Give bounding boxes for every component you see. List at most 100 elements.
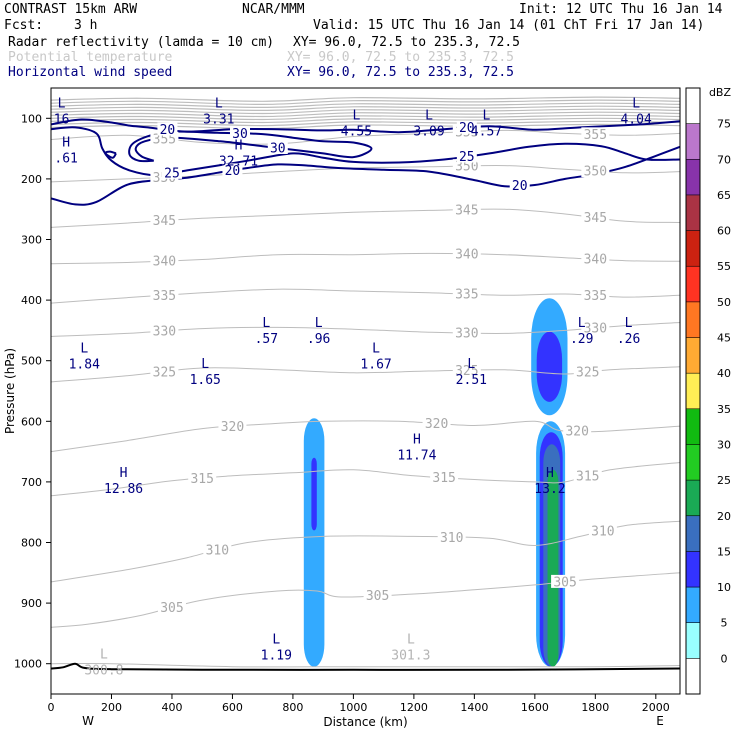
colorbar-swatch — [686, 622, 700, 659]
extremum-value: 1.84 — [69, 358, 100, 373]
theta-contour-label: 320 — [425, 417, 448, 432]
extremum-value: 11.74 — [397, 449, 436, 464]
wind-label-bg — [161, 165, 182, 179]
theta-contour-line — [51, 117, 680, 124]
theta-contour-label: 335 — [153, 289, 176, 304]
theta-contour-label: 305 — [553, 575, 576, 590]
field-wind-xy: XY= 96.0, 72.5 to 235.3, 72.5 — [287, 65, 514, 80]
colorbar-swatch — [686, 587, 700, 623]
colorbar-swatch — [686, 88, 700, 124]
theta-contour-label: 355 — [153, 132, 176, 147]
center-label: NCAR/MMM — [242, 2, 305, 17]
extremum-type: H — [120, 466, 128, 481]
y-tick-label: 900 — [21, 597, 42, 610]
extremum-value: 13.2 — [534, 482, 565, 497]
extremum-value: 1.67 — [360, 358, 391, 373]
contour-labels: 305 305 305 310 310 310 315 315 315 320 320 320 325 3… — [150, 120, 617, 616]
theta-label-bg — [150, 324, 179, 338]
theta-label-bg — [563, 423, 592, 437]
theta-label-bg — [581, 288, 610, 302]
extremum-type: H — [546, 466, 554, 481]
east-label: E — [656, 714, 664, 728]
theta-contour-line — [51, 102, 680, 109]
theta-label-bg — [581, 127, 610, 141]
theta-contour-label: 315 — [576, 469, 599, 484]
theta-contour-label: 345 — [153, 214, 176, 229]
x-tick-label: 800 — [282, 701, 303, 714]
colorbar-label: 40 — [717, 367, 731, 380]
plot-frame — [50, 87, 681, 695]
colorbar-swatch — [686, 194, 700, 231]
theta-contour-label: 320 — [565, 424, 588, 439]
theta-contour-line — [51, 96, 680, 102]
extremum-type: L — [353, 108, 361, 123]
extremum-value: 4.55 — [341, 124, 372, 139]
wind-label-bg — [222, 163, 243, 177]
colorbar-label: 25 — [717, 474, 731, 487]
colorbar-label: 35 — [717, 403, 731, 416]
theta-contour-label: 345 — [584, 211, 607, 226]
wind-contour-label: 25 — [164, 166, 180, 181]
theta-label-bg — [573, 364, 602, 378]
terrain-line — [51, 662, 680, 671]
model-title: CONTRAST 15km ARW — [4, 2, 138, 17]
extremum-type: L — [201, 357, 209, 372]
theta-label-bg — [452, 202, 481, 216]
colorbar-label: 10 — [717, 581, 731, 594]
extremum-type: L — [100, 648, 108, 663]
theta-contour-line — [51, 662, 680, 668]
theta-label-bg — [551, 574, 580, 588]
y-tick-label: 100 — [21, 112, 42, 125]
extremum-type: L — [315, 316, 323, 331]
theta-label-bg — [581, 164, 610, 178]
theta-label-bg — [150, 288, 179, 302]
colorbar-frame — [685, 87, 701, 695]
field-theta-name: Potential temperature — [8, 50, 173, 65]
theta-contour-label: 335 — [455, 288, 478, 303]
extremum-type: L — [407, 633, 415, 648]
y-tick-label: 600 — [21, 415, 42, 428]
theta-contour-label: 310 — [440, 531, 463, 546]
extremum-type: L — [467, 357, 475, 372]
wind-contour-label: 20 — [512, 179, 528, 194]
x-tick-label: 1600 — [521, 701, 549, 714]
extremum-type: L — [262, 316, 270, 331]
extremum-value: 2.51 — [456, 373, 487, 388]
wind-contour-line — [104, 150, 117, 159]
theta-contour-line — [51, 114, 680, 121]
extremum-type: H — [413, 433, 421, 448]
extremum-type: L — [578, 316, 586, 331]
theta-contour-label: 305 — [366, 589, 389, 604]
theta-contour-line — [51, 462, 680, 497]
y-tick-label: 500 — [21, 355, 42, 368]
extremum-type: L — [80, 342, 88, 357]
theta-contour-label: 335 — [584, 289, 607, 304]
colorbar-label: 60 — [717, 225, 731, 238]
wind-contour-label: 20 — [160, 123, 176, 138]
theta-label-bg — [452, 325, 481, 339]
extremum-type: L — [272, 633, 280, 648]
theta-contour-line — [51, 111, 680, 118]
theta-label-bg — [573, 468, 602, 482]
extremum-value: .29 — [570, 332, 593, 347]
field-theta-xy: XY= 96.0, 72.5 to 235.3, 72.5 — [287, 50, 514, 65]
theta-contour-label: 355 — [584, 128, 607, 143]
colorbar-label: 75 — [717, 118, 731, 131]
extremum-value: .57 — [255, 332, 278, 347]
theta-contour-label: 340 — [455, 248, 478, 263]
forecast-hour: 3 h — [74, 18, 98, 33]
field-reflectivity-name: Radar reflectivity (lamda = 10 cm) — [8, 35, 275, 50]
colorbar-label: 50 — [717, 296, 731, 309]
colorbar-label: 15 — [717, 545, 731, 558]
colorbar-label: 0 — [721, 652, 728, 665]
theta-contour-label: 340 — [153, 255, 176, 270]
theta-contour-label: 325 — [455, 364, 478, 379]
wind-contour-label: 25 — [459, 150, 475, 165]
extremum-value: 4.57 — [471, 124, 502, 139]
terrain-surface — [51, 662, 680, 671]
colorbar-swatch — [686, 658, 700, 695]
colorbar-swatch — [686, 480, 700, 516]
theta-contour-line — [51, 99, 680, 106]
theta-label-bg — [188, 471, 217, 485]
